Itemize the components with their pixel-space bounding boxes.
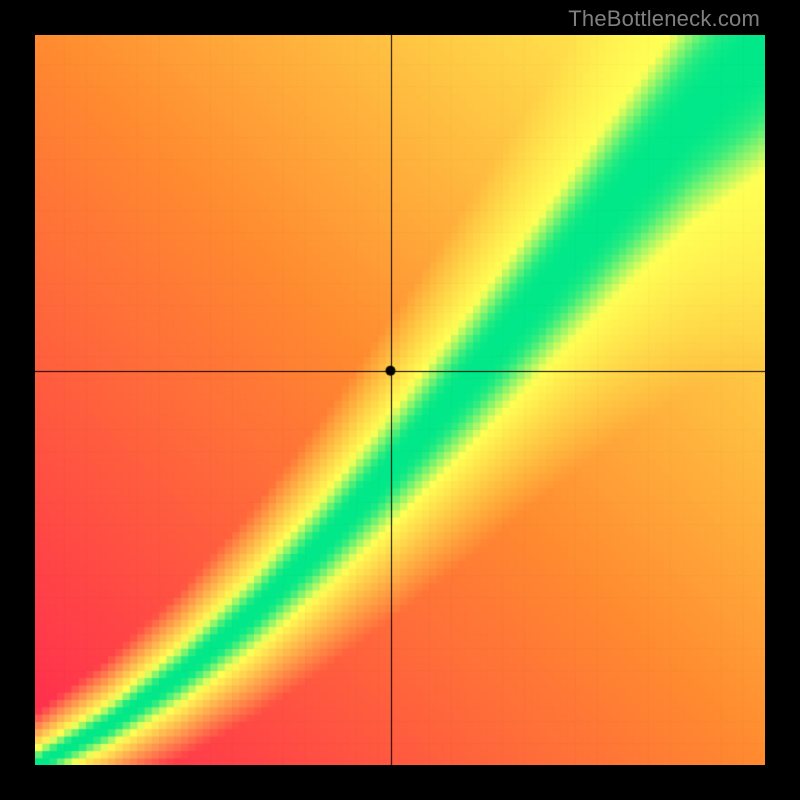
bottleneck-heatmap: [35, 35, 765, 765]
watermark-text: TheBottleneck.com: [568, 6, 760, 32]
chart-container: { "watermark": { "text": "TheBottleneck.…: [0, 0, 800, 800]
